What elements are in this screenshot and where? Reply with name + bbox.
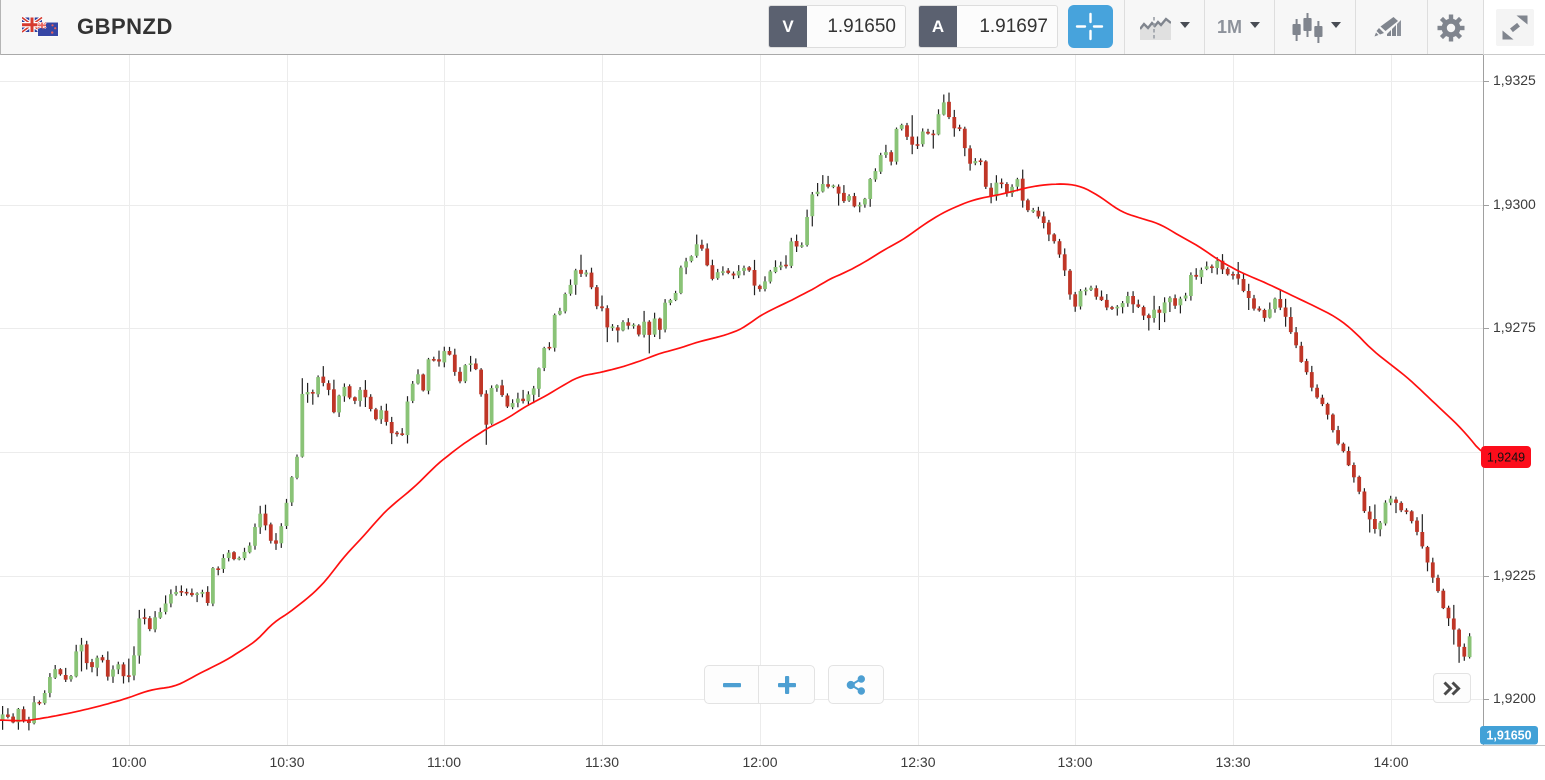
- svg-text:1,9300: 1,9300: [1493, 196, 1536, 212]
- svg-text:1,9275: 1,9275: [1493, 319, 1536, 335]
- svg-text:1,91650: 1,91650: [1486, 729, 1531, 743]
- svg-text:12:30: 12:30: [900, 754, 935, 770]
- svg-text:10:00: 10:00: [111, 754, 146, 770]
- svg-text:1,9225: 1,9225: [1493, 567, 1536, 583]
- svg-text:11:00: 11:00: [427, 754, 461, 770]
- svg-text:11:30: 11:30: [585, 754, 619, 770]
- svg-text:14:00: 14:00: [1373, 754, 1408, 770]
- svg-text:13:30: 13:30: [1215, 754, 1250, 770]
- svg-text:13:00: 13:00: [1057, 754, 1092, 770]
- svg-text:1,9325: 1,9325: [1493, 72, 1536, 88]
- svg-text:12:00: 12:00: [742, 754, 777, 770]
- svg-text:1,9249: 1,9249: [1487, 451, 1525, 465]
- svg-text:10:30: 10:30: [269, 754, 304, 770]
- svg-text:1,9200: 1,9200: [1493, 690, 1536, 706]
